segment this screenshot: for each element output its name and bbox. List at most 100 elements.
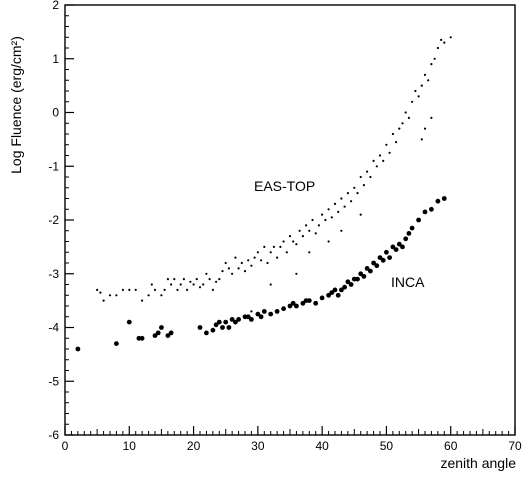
- x-tick-label: 40: [315, 439, 329, 453]
- eas-top-point: [150, 283, 153, 286]
- inca-point: [355, 276, 360, 282]
- inca-point: [197, 325, 203, 330]
- eas-top-point: [430, 63, 433, 66]
- inca-point: [345, 279, 351, 285]
- eas-top-point: [443, 41, 446, 44]
- eas-top-point: [269, 251, 272, 254]
- inca-point: [326, 292, 331, 298]
- inca-point: [435, 198, 441, 204]
- eas-top-point: [240, 261, 243, 265]
- y-tick-label: 2: [52, 0, 59, 12]
- eas-top-point: [182, 278, 185, 281]
- eas-top-point: [160, 294, 163, 297]
- eas-top-point: [276, 256, 279, 259]
- x-tick-label: 20: [187, 439, 201, 453]
- inca-point: [400, 244, 405, 250]
- inca-point: [168, 330, 174, 336]
- eas-top-point: [327, 240, 330, 243]
- eas-top-point: [327, 208, 330, 211]
- x-tick-label: 70: [508, 439, 522, 453]
- data-points: [75, 36, 452, 352]
- eas-top-point: [198, 286, 202, 289]
- eas-top-point: [256, 251, 259, 254]
- inca-point: [290, 300, 296, 306]
- eas-top-point: [398, 127, 401, 130]
- eas-top-point: [253, 256, 256, 259]
- y-tick-label: -5: [48, 374, 59, 388]
- inca-point: [236, 317, 242, 322]
- inca-point: [245, 314, 251, 320]
- eas-top-point: [147, 294, 150, 297]
- eas-top-point: [260, 259, 263, 262]
- eas-top-point: [330, 216, 333, 219]
- inca-point: [409, 225, 415, 231]
- eas-top-point: [153, 288, 157, 291]
- inca-point: [220, 325, 225, 330]
- eas-top-point: [324, 218, 327, 222]
- eas-top-point: [279, 245, 282, 248]
- eas-top-point: [343, 205, 346, 208]
- inca-point: [210, 327, 216, 333]
- eas-top-point: [295, 272, 298, 275]
- y-tick-label: -4: [48, 321, 59, 335]
- annotation-inca: INCA: [391, 274, 425, 290]
- eas-top-point: [353, 186, 356, 189]
- x-axis-label: zenith angle: [440, 455, 516, 471]
- inca-point: [329, 290, 335, 295]
- inca-point: [300, 300, 306, 306]
- eas-top-point: [121, 288, 124, 291]
- inca-point: [390, 244, 396, 250]
- eas-top-point: [237, 267, 240, 270]
- inca-point: [165, 333, 171, 338]
- y-tick-label: -1: [48, 159, 59, 173]
- eas-top-point: [401, 122, 404, 125]
- eas-top-point: [227, 267, 230, 270]
- eas-top-point: [411, 100, 414, 103]
- eas-top-point: [166, 278, 169, 281]
- inca-point: [361, 274, 367, 279]
- inca-point: [306, 298, 312, 303]
- inca-point: [249, 317, 254, 322]
- x-tick-label: 0: [62, 439, 69, 453]
- eas-top-point: [266, 261, 269, 265]
- eas-top-point: [301, 235, 304, 238]
- y-axis: -6 -5 -4 -3 -2 -1 0 1 2: [48, 0, 74, 442]
- eas-top-point: [375, 165, 378, 168]
- eas-top-point: [99, 291, 102, 294]
- x-tick-label: 60: [444, 439, 458, 453]
- eas-top-point: [382, 159, 385, 162]
- eas-top-point: [170, 283, 173, 286]
- eas-top-point: [388, 151, 391, 154]
- eas-top-point: [350, 200, 353, 203]
- y-tick-label: 0: [52, 106, 59, 120]
- inca-point: [368, 268, 373, 274]
- x-axis: 0 10 20 30 40 50 60 70: [62, 426, 522, 453]
- eas-top-point: [186, 288, 189, 291]
- eas-top-point: [179, 283, 182, 286]
- eas-top-point: [369, 175, 372, 179]
- inca-point: [342, 284, 347, 290]
- eas-top-point: [173, 278, 176, 281]
- inca-point: [374, 263, 380, 269]
- plot-frame: [64, 4, 516, 436]
- eas-top-point: [272, 245, 275, 248]
- eas-top-point: [366, 170, 369, 173]
- eas-top-point: [243, 270, 247, 273]
- inca-point: [393, 247, 399, 253]
- eas-top-point: [250, 264, 253, 267]
- eas-top-point: [308, 229, 311, 232]
- inca-point: [387, 255, 392, 260]
- eas-top-point: [404, 111, 407, 114]
- y-tick-label: 1: [52, 52, 59, 66]
- inca-point: [339, 287, 344, 293]
- inca-point: [155, 330, 161, 336]
- eas-top-point: [269, 283, 272, 286]
- inca-point: [126, 319, 132, 325]
- eas-top-point: [250, 310, 253, 313]
- eas-top-point: [407, 116, 410, 119]
- eas-top-point: [427, 79, 430, 82]
- inca-point: [403, 236, 409, 242]
- eas-top-point: [362, 184, 365, 187]
- inca-point: [204, 330, 209, 336]
